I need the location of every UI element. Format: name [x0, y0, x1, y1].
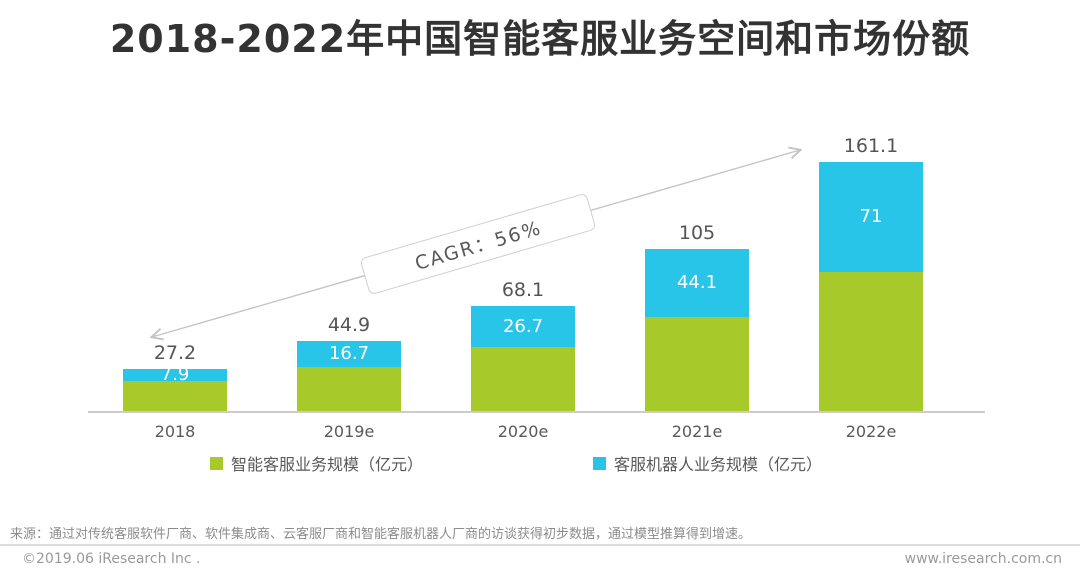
legend-label: 客服机器人业务规模（亿元） — [614, 455, 823, 474]
source-note: 来源：通过对传统客服软件厂商、软件集成商、云客服厂商和智能客服机器人厂商的访谈获… — [10, 527, 752, 542]
x-axis-label-2020e: 2020e — [497, 422, 549, 441]
bar-segment-robot-label: 16.7 — [328, 343, 370, 364]
bar-segment-robot-label: 44.1 — [676, 272, 718, 293]
bar-segment-intelligent — [645, 317, 749, 411]
bar-total-label: 105 — [678, 222, 716, 244]
bar-2021e: 105 44.1 — [645, 222, 749, 411]
legend-label: 智能客服业务规模（亿元） — [231, 455, 424, 474]
legend-swatch-icon — [210, 456, 223, 470]
bar-total-label: 68.1 — [501, 279, 545, 301]
plot-area: 27.2 7.9 44.9 16.7 68.1 26.7 105 44.1 161.1 71 — [88, 130, 985, 413]
x-axis-label-2022e: 2022e — [845, 422, 897, 441]
bar-segment-robot: 44.1 — [645, 249, 749, 317]
chart-title: 2018-2022年中国智能客服业务空间和市场份额 — [109, 17, 971, 61]
bar-segment-robot-label: 7.9 — [160, 364, 190, 385]
bar-segment-robot: 16.7 — [297, 341, 401, 367]
bar-segment-intelligent — [819, 272, 923, 411]
bar-total-label: 27.2 — [153, 342, 197, 364]
bar-2018: 27.2 7.9 — [123, 342, 227, 411]
x-axis-label-2019e: 2019e — [323, 422, 375, 441]
bar-total-label: 44.9 — [327, 314, 371, 336]
bar-segment-robot: 7.9 — [123, 364, 227, 385]
bar-segment-robot-label: 26.7 — [502, 316, 544, 337]
footer-divider — [0, 544, 1080, 546]
bar-segment-robot: 26.7 — [471, 306, 575, 347]
bar-2019e: 44.9 16.7 — [297, 314, 401, 411]
legend-item-0: 智能客服业务规模（亿元） — [210, 451, 423, 475]
bar-2022e: 161.1 71 — [819, 135, 923, 411]
x-axis-label-2021e: 2021e — [671, 422, 723, 441]
bar-segment-robot-label: 71 — [859, 206, 883, 227]
x-axis-label-2018: 2018 — [154, 422, 196, 441]
bar-total-label: 161.1 — [843, 135, 899, 157]
legend-item-1: 客服机器人业务规模（亿元） — [593, 451, 822, 475]
copyright-text: ©2019.06 iResearch Inc . — [22, 551, 201, 567]
bar-segment-intelligent — [471, 347, 575, 411]
bar-segment-intelligent — [123, 381, 227, 411]
bar-2020e: 68.1 26.7 — [471, 279, 575, 411]
bar-segment-intelligent — [297, 367, 401, 411]
website-link[interactable]: www.iresearch.com.cn — [904, 551, 1062, 567]
legend-swatch-icon — [593, 456, 606, 470]
bar-segment-robot: 71 — [819, 162, 923, 272]
